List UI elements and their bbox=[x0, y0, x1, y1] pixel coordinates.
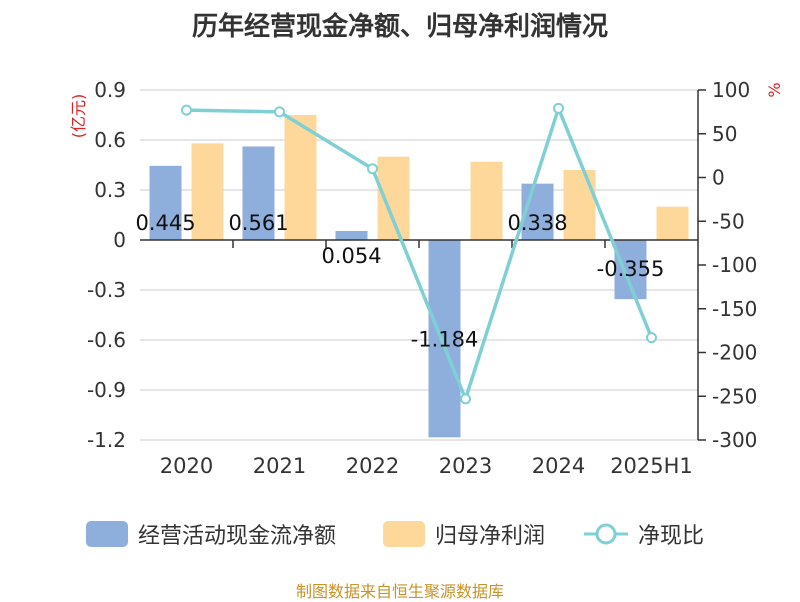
bar-operating-cashflow bbox=[335, 231, 368, 240]
data-label-operating-cashflow: 0.054 bbox=[321, 244, 381, 268]
right-tick-label: -250 bbox=[712, 384, 757, 408]
ratio-point bbox=[553, 102, 564, 114]
data-label-operating-cashflow: -0.355 bbox=[597, 257, 665, 281]
right-tick-label: 100 bbox=[712, 78, 750, 102]
bar-net-profit bbox=[377, 156, 410, 240]
gridlines bbox=[140, 89, 698, 441]
legend-label-cash-ratio: 净现比 bbox=[638, 524, 705, 549]
right-tick-label: -200 bbox=[712, 341, 757, 365]
left-tick-label: 0 bbox=[113, 228, 126, 252]
right-tick-label: 50 bbox=[712, 122, 737, 146]
bar-net-profit bbox=[470, 161, 503, 240]
category-label: 2025H1 bbox=[610, 454, 693, 478]
bar-net-profit bbox=[656, 206, 689, 240]
axes: 0.9 0.6 0.3 0 -0.3 -0.6 -0.9 -1.2 100 50 0 -50 -100 -… bbox=[69, 78, 784, 478]
data-labels: 0.445 0.561 0.054 -1.184 0.338 -0.355 bbox=[135, 211, 664, 352]
bar-net-profit bbox=[191, 143, 224, 240]
left-tick-label: -0.9 bbox=[87, 378, 126, 402]
legend-swatch-cash-ratio bbox=[584, 523, 628, 545]
chart-title: 历年经营现金净额、归母净利润情况 bbox=[191, 12, 608, 42]
category-label: 2021 bbox=[253, 454, 306, 478]
left-tick-label: 0.3 bbox=[94, 178, 126, 202]
legend: 经营活动现金流净额 归母净利润 净现比 bbox=[0, 514, 800, 554]
right-tick-label: 0 bbox=[712, 166, 725, 190]
right-axis-unit: % bbox=[765, 82, 784, 97]
ratio-point bbox=[460, 393, 471, 405]
source-note: 制图数据来自恒生聚源数据库 bbox=[295, 582, 504, 601]
legend-label-operating-cashflow: 经营活动现金流净额 bbox=[138, 524, 337, 549]
left-tick-label: 0.9 bbox=[94, 78, 126, 102]
category-label: 2022 bbox=[346, 454, 399, 478]
left-axis-unit: (亿元) bbox=[69, 94, 88, 139]
ratio-point bbox=[181, 104, 192, 116]
bar-operating-cashflow bbox=[428, 240, 461, 438]
ratio-point bbox=[367, 163, 378, 175]
category-label: 2024 bbox=[532, 454, 585, 478]
legend-item-cash-ratio[interactable]: 净现比 bbox=[584, 514, 704, 554]
bar-operating-cashflow bbox=[242, 146, 275, 240]
right-tick-label: -150 bbox=[712, 297, 757, 321]
right-tick-label: -100 bbox=[712, 253, 757, 277]
legend-swatch-operating-cashflow bbox=[86, 521, 128, 547]
bar-operating-cashflow bbox=[149, 165, 182, 240]
right-tick-label: -300 bbox=[712, 428, 757, 452]
category-label: 2020 bbox=[160, 454, 213, 478]
ratio-point bbox=[646, 332, 657, 344]
bar-net-profit bbox=[284, 115, 317, 240]
legend-label-net-profit: 归母净利润 bbox=[435, 524, 546, 549]
category-label: 2023 bbox=[439, 454, 492, 478]
right-tick-label: -50 bbox=[712, 209, 745, 233]
legend-item-operating-cashflow[interactable]: 经营活动现金流净额 bbox=[86, 514, 336, 554]
ratio-line bbox=[181, 102, 657, 405]
legend-item-net-profit[interactable]: 归母净利润 bbox=[383, 514, 545, 554]
data-label-operating-cashflow: 0.561 bbox=[228, 211, 288, 235]
data-label-operating-cashflow: 0.445 bbox=[135, 211, 195, 235]
data-label-operating-cashflow: -1.184 bbox=[411, 328, 479, 352]
legend-swatch-net-profit bbox=[383, 521, 425, 547]
left-tick-label: -0.6 bbox=[87, 328, 126, 352]
left-tick-label: 0.6 bbox=[94, 128, 126, 152]
ratio-line-path bbox=[186, 106, 654, 401]
data-label-operating-cashflow: 0.338 bbox=[507, 211, 567, 235]
bar-net-profit bbox=[563, 170, 596, 240]
left-tick-label: -1.2 bbox=[87, 428, 126, 452]
left-tick-label: -0.3 bbox=[87, 278, 126, 302]
ratio-point bbox=[274, 106, 285, 118]
